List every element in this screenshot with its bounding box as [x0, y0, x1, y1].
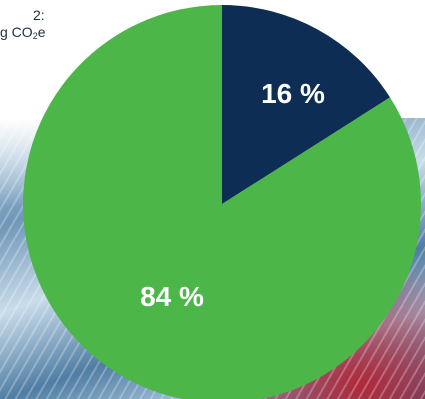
chart-caption: 2: g CO2e — [0, 7, 46, 45]
pie-slices — [23, 5, 421, 399]
pie-slice-label-0: 16 % — [261, 78, 325, 109]
pie-labels: 16 % 84 % — [140, 78, 325, 312]
pie-slice-label-1: 84 % — [140, 281, 204, 312]
caption-line-1: 2: — [33, 7, 45, 23]
pie-slice-0 — [222, 5, 391, 204]
caption-line-2-suffix: e — [37, 24, 46, 40]
caption-line-2-subscript: 2 — [32, 31, 38, 41]
caption-line-2: g CO2e — [0, 24, 46, 41]
pie-slice-1 — [23, 5, 421, 399]
caption-line-2-prefix: g CO — [0, 24, 33, 40]
